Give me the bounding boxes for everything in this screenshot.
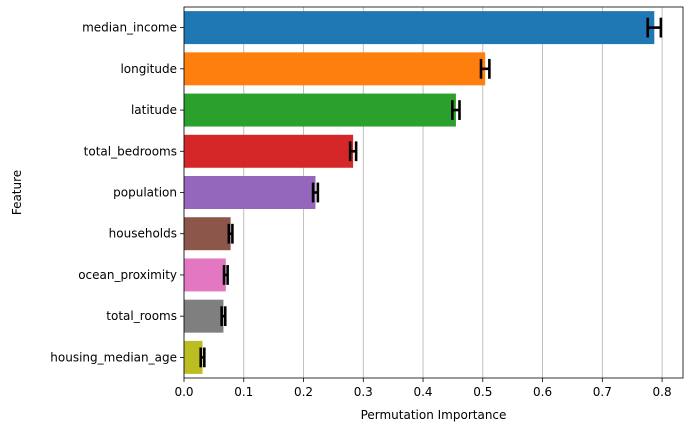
bar-median_income [184,11,655,45]
error-bar-latitude [451,100,461,120]
y-tick-label: longitude [120,62,177,76]
error-bar-total_bedrooms [348,141,358,162]
bar-latitude [184,93,456,127]
y-tick-label: total_bedrooms [84,144,177,158]
bar-total_rooms [184,299,224,333]
bar-ocean_proximity [184,258,226,292]
y-tick-label: population [113,186,177,200]
bar-total_bedrooms [184,134,354,168]
x-axis-label: Permutation Importance [361,408,507,422]
x-tick-label: 0.4 [413,385,432,399]
error-bar-ocean_proximity [222,265,229,285]
error-bar-population [311,182,320,203]
x-tick-label: 0.2 [294,385,313,399]
y-tick-label: total_rooms [106,309,177,323]
x-tick-label: 0.8 [653,385,672,399]
error-bar-median_income [646,17,663,38]
error-bar-longitude [479,58,491,79]
y-tick-label: median_income [82,21,177,35]
x-tick-label: 0.0 [174,385,193,399]
bar-housing_median_age [184,340,203,374]
bars [184,11,655,374]
x-tick-label: 0.1 [234,385,253,399]
y-tick-label: latitude [131,103,177,117]
error-bars [199,17,663,368]
y-axis-label: Feature [10,170,24,215]
y-axis-ticks: median_income longitude latitude total_bedr… [50,21,184,364]
x-axis-ticks: 0.0 0.1 0.2 0.3 0.4 0.5 0.6 0.7 0.8 [174,378,672,399]
error-bar-housing_median_age [199,347,206,368]
error-bar-households [227,223,234,244]
y-tick-label: households [109,227,177,241]
x-tick-label: 0.7 [593,385,612,399]
y-tick-label: ocean_proximity [78,268,177,282]
x-tick-label: 0.3 [354,385,373,399]
error-bar-total_rooms [220,306,227,327]
y-tick-label: housing_median_age [50,350,177,364]
bar-longitude [184,52,486,86]
bar-population [184,176,316,209]
x-tick-label: 0.5 [473,385,492,399]
x-tick-label: 0.6 [533,385,552,399]
bar-households [184,217,231,251]
